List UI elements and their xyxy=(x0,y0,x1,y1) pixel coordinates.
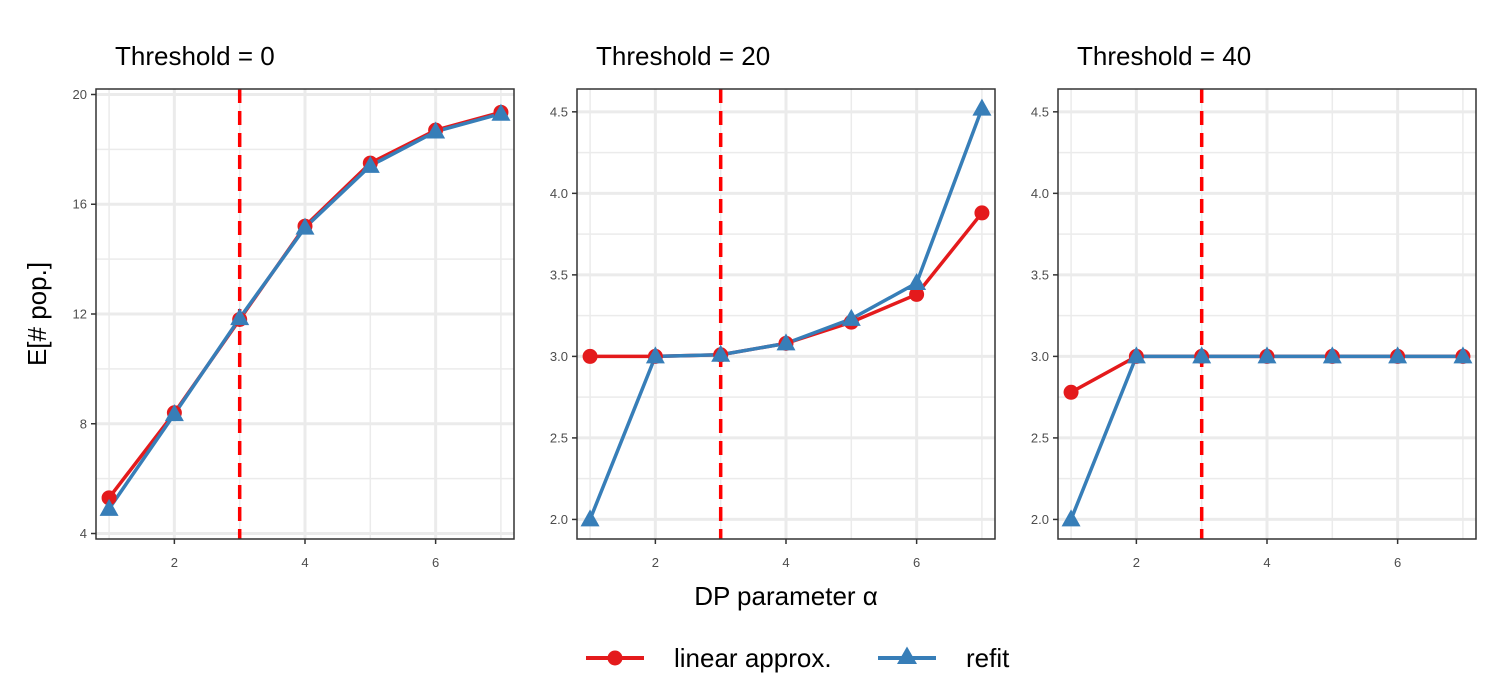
x-axis-title: DP parameter α xyxy=(694,581,878,611)
legend-item-refit: refit xyxy=(878,643,1010,673)
data-point-triangle xyxy=(841,308,861,326)
y-tick-label: 3.0 xyxy=(550,349,568,364)
y-axis-title: E[# pop.] xyxy=(22,262,52,366)
data-point-triangle xyxy=(1322,346,1342,364)
panel: Threshold = 40 2 4 6 2.0 2.5 3.0 3.5 4.0 4.5 xyxy=(1031,41,1477,570)
y-tick-label: 4.0 xyxy=(550,186,568,201)
data-point-triangle xyxy=(711,344,731,362)
y-tick-label: 4.5 xyxy=(550,104,568,119)
y-tick-label: 3.5 xyxy=(1031,267,1049,282)
chart-panels: Threshold = 0 2 4 6 4 8 12 16 20 Threshold = 20 2 4… xyxy=(73,41,1477,570)
data-point-triangle xyxy=(907,273,927,291)
x-tick-label: 4 xyxy=(1263,555,1270,570)
x-tick-label: 6 xyxy=(913,555,920,570)
y-tick-label: 2.5 xyxy=(1031,430,1049,445)
legend-key-triangle-marker xyxy=(897,646,917,664)
data-point-triangle xyxy=(295,217,315,235)
series-group xyxy=(580,98,992,527)
panel-title: Threshold = 40 xyxy=(1077,41,1251,71)
data-point-triangle xyxy=(776,333,796,351)
data-point-circle xyxy=(909,286,925,302)
panel: Threshold = 20 2 4 6 2.0 2.5 3.0 3.5 4.0 4.5 xyxy=(550,41,996,570)
data-point-triangle xyxy=(1126,346,1146,364)
y-tick-label: 4.0 xyxy=(1031,186,1049,201)
data-point-triangle xyxy=(1061,509,1081,527)
data-point-triangle xyxy=(972,98,992,116)
series-group xyxy=(99,103,511,516)
series-group xyxy=(1061,346,1473,527)
data-point-triangle xyxy=(1257,346,1277,364)
y-tick-label: 4.5 xyxy=(1031,104,1049,119)
data-point-triangle xyxy=(360,155,380,173)
x-tick-label: 2 xyxy=(1133,555,1140,570)
data-point-circle xyxy=(582,348,598,364)
x-tick-label: 2 xyxy=(652,555,659,570)
y-tick-label: 3.5 xyxy=(550,267,568,282)
x-tick-label: 4 xyxy=(782,555,789,570)
data-point-triangle xyxy=(645,346,665,364)
legend-item-linear-approx: linear approx. xyxy=(586,643,832,673)
legend-label: linear approx. xyxy=(674,643,832,673)
data-point-triangle xyxy=(164,404,184,422)
y-tick-label: 2.0 xyxy=(1031,512,1049,527)
panel-title: Threshold = 0 xyxy=(115,41,275,71)
legend-label: refit xyxy=(966,643,1010,673)
data-point-circle xyxy=(974,205,990,221)
data-point-triangle xyxy=(230,308,250,326)
x-tick-label: 6 xyxy=(1394,555,1401,570)
data-point-circle xyxy=(101,490,117,506)
data-point-triangle xyxy=(1192,346,1212,364)
y-tick-label: 12 xyxy=(73,307,87,322)
data-point-triangle xyxy=(99,498,119,516)
grid-lines xyxy=(1058,89,1476,539)
panel: Threshold = 0 2 4 6 4 8 12 16 20 xyxy=(73,41,515,570)
data-point-triangle xyxy=(580,509,600,527)
data-point-circle xyxy=(1063,384,1079,400)
data-point-triangle xyxy=(1453,346,1473,364)
y-tick-label: 2.0 xyxy=(550,512,568,527)
x-tick-label: 4 xyxy=(301,555,308,570)
legend: linear approx. refit xyxy=(586,643,1010,673)
y-tick-label: 16 xyxy=(73,197,87,212)
legend-key-circle-marker xyxy=(607,650,623,666)
x-tick-label: 6 xyxy=(432,555,439,570)
y-tick-label: 8 xyxy=(80,416,87,431)
data-point-triangle xyxy=(491,103,511,121)
panel-title: Threshold = 20 xyxy=(596,41,770,71)
data-point-triangle xyxy=(1388,346,1408,364)
x-tick-label: 2 xyxy=(171,555,178,570)
y-tick-label: 2.5 xyxy=(550,430,568,445)
grid-lines xyxy=(577,89,995,539)
y-tick-label: 3.0 xyxy=(1031,349,1049,364)
y-tick-label: 20 xyxy=(73,87,87,102)
y-tick-label: 4 xyxy=(80,526,87,541)
data-point-triangle xyxy=(426,121,446,139)
